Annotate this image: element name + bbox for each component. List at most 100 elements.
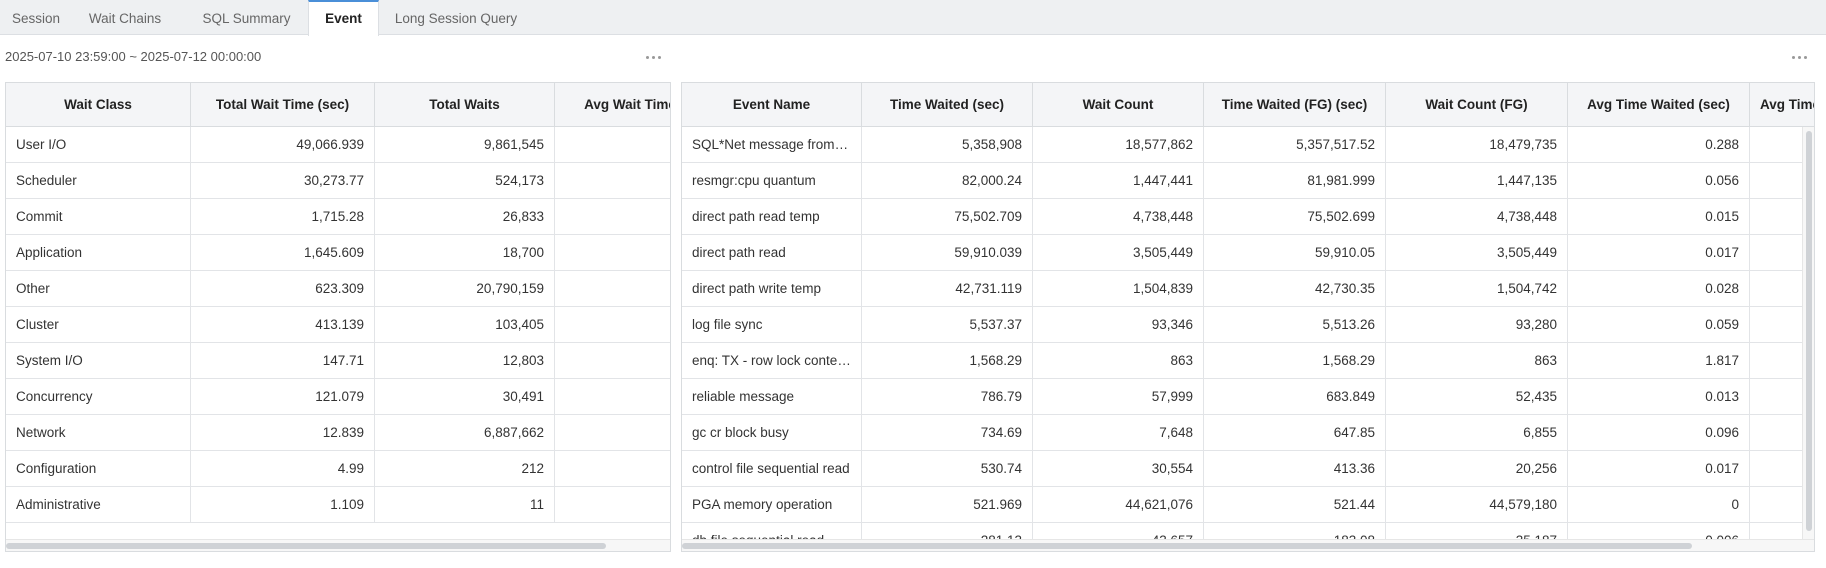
table-cell: 863 [1033, 343, 1204, 379]
table-cell: 0 [1568, 487, 1750, 523]
column-header[interactable]: Total Wait Time (sec) [191, 83, 375, 127]
more-options-icon[interactable] [644, 51, 666, 65]
column-header[interactable]: Wait Count [1033, 83, 1204, 127]
table-cell: 42,730.35 [1204, 271, 1386, 307]
table-cell: 4,738,448 [1386, 199, 1568, 235]
table-row[interactable]: User I/O 49,066.939 9,861,545 [6, 127, 670, 163]
table-cell: 281.13 [862, 523, 1033, 539]
table-cell [555, 235, 670, 271]
table-cell: 75,502.709 [862, 199, 1033, 235]
table-row[interactable]: Other 623.309 20,790,159 [6, 271, 670, 307]
table-cell [555, 343, 670, 379]
table-row[interactable]: gc cr block busy 734.69 7,648 647.85 6,855 0.… [682, 415, 1814, 451]
table-cell [555, 199, 670, 235]
column-header[interactable]: Event Name [682, 83, 862, 127]
column-header[interactable]: Wait Count (FG) [1386, 83, 1568, 127]
table-cell: 1.109 [191, 487, 375, 523]
table-cell: 786.79 [862, 379, 1033, 415]
table-cell: 0.017 [1568, 451, 1750, 487]
column-header[interactable]: Total Waits [375, 83, 555, 127]
table-cell: Concurrency [6, 379, 191, 415]
event-table: Event Name Time Waited (sec) Wait Count … [681, 82, 1815, 552]
more-options-icon[interactable] [1790, 51, 1812, 65]
scroll-thumb[interactable] [682, 543, 1692, 549]
column-header[interactable]: Avg Time Waited (sec) [1568, 83, 1750, 127]
table-cell: 1,568.29 [862, 343, 1033, 379]
column-header[interactable]: Time Waited (FG) (sec) [1204, 83, 1386, 127]
table-cell: 18,700 [375, 235, 555, 271]
table-row[interactable]: enq: TX - row lock contention 1,568.29 863… [682, 343, 1814, 379]
table-cell: 524,173 [375, 163, 555, 199]
table-cell: Network [6, 415, 191, 451]
table-row[interactable]: SQL*Net message from client 5,358,908 18,5… [682, 127, 1814, 163]
table-row[interactable]: Commit 1,715.28 26,833 [6, 199, 670, 235]
table-row[interactable]: Concurrency 121.079 30,491 [6, 379, 670, 415]
table-cell: 9,861,545 [375, 127, 555, 163]
table-cell: 12,803 [375, 343, 555, 379]
table-row[interactable]: direct path read 59,910.039 3,505,449 59,91… [682, 235, 1814, 271]
table-cell: 1,645.609 [191, 235, 375, 271]
horizontal-scrollbar[interactable] [6, 539, 670, 551]
table-row[interactable]: direct path write temp 42,731.119 1,504,83… [682, 271, 1814, 307]
table-row[interactable]: log file sync 5,537.37 93,346 5,513.26 93,28… [682, 307, 1814, 343]
table-cell: PGA memory operation [682, 487, 862, 523]
table-row[interactable]: db file sequential read281.1343,657183.0… [682, 523, 1814, 539]
table-row[interactable]: Cluster 413.139 103,405 [6, 307, 670, 343]
table-row[interactable]: control file sequential read 530.74 30,554… [682, 451, 1814, 487]
table-cell: 12.839 [191, 415, 375, 451]
table-row[interactable]: Scheduler 30,273.77 524,173 [6, 163, 670, 199]
table-row[interactable]: System I/O 147.71 12,803 [6, 343, 670, 379]
table-cell [555, 127, 670, 163]
table-cell: 18,577,862 [1033, 127, 1204, 163]
tab-session[interactable]: Session [11, 11, 61, 26]
table-cell: 5,358,908 [862, 127, 1033, 163]
table-cell: Administrative [6, 487, 191, 523]
column-header[interactable]: Avg Wait Time [555, 83, 670, 127]
table-cell: 413.139 [191, 307, 375, 343]
table-cell: 647.85 [1204, 415, 1386, 451]
column-header[interactable]: Time Waited (sec) [862, 83, 1033, 127]
table-cell: log file sync [682, 307, 862, 343]
table-cell: control file sequential read [682, 451, 862, 487]
table-cell: 5,537.37 [862, 307, 1033, 343]
table-row[interactable]: reliable message 786.79 57,999 683.849 52,43… [682, 379, 1814, 415]
table-row[interactable]: Application 1,645.609 18,700 [6, 235, 670, 271]
table-row[interactable]: direct path read temp 75,502.709 4,738,448… [682, 199, 1814, 235]
table-cell: 521.44 [1204, 487, 1386, 523]
tab-event[interactable]: Event [308, 0, 379, 36]
table-row[interactable]: resmgr:cpu quantum 82,000.24 1,447,441 81,9… [682, 163, 1814, 199]
tab-sql-summary[interactable]: SQL Summary [202, 11, 291, 26]
tab-wait-chains[interactable]: Wait Chains [88, 11, 162, 26]
table-cell: 43,657 [1033, 523, 1204, 539]
table-cell: User I/O [6, 127, 191, 163]
column-header[interactable]: Wait Class [6, 83, 191, 127]
table-cell: System I/O [6, 343, 191, 379]
vertical-scrollbar[interactable] [1802, 127, 1814, 539]
table-row[interactable]: Administrative 1.109 11 [6, 487, 670, 523]
table-cell [555, 163, 670, 199]
table-cell: 4.99 [191, 451, 375, 487]
table-cell: 0.006 [1568, 523, 1750, 539]
table-cell: 521.969 [862, 487, 1033, 523]
table-cell: 3,505,449 [1386, 235, 1568, 271]
column-header[interactable]: Avg Time [1750, 83, 1814, 127]
table-cell [555, 307, 670, 343]
table-cell: 30,554 [1033, 451, 1204, 487]
table-header: Wait Class Total Wait Time (sec) Total W… [6, 83, 670, 127]
wait-class-table: Wait Class Total Wait Time (sec) Total W… [5, 82, 671, 552]
table-cell: Cluster [6, 307, 191, 343]
table-cell: 7,648 [1033, 415, 1204, 451]
table-row[interactable]: Network 12.839 6,887,662 [6, 415, 670, 451]
tab-long-session-query[interactable]: Long Session Query [394, 11, 518, 26]
table-cell: 0.017 [1568, 235, 1750, 271]
table-cell: Other [6, 271, 191, 307]
table-cell: 52,435 [1386, 379, 1568, 415]
table-cell: 0.015 [1568, 199, 1750, 235]
scroll-thumb[interactable] [6, 543, 606, 549]
scroll-thumb[interactable] [1806, 131, 1812, 531]
horizontal-scrollbar[interactable] [682, 539, 1814, 551]
table-row[interactable]: Configuration 4.99 212 [6, 451, 670, 487]
table-cell: 1,504,839 [1033, 271, 1204, 307]
table-cell: direct path read temp [682, 199, 862, 235]
table-row[interactable]: PGA memory operation 521.969 44,621,076 521… [682, 487, 1814, 523]
